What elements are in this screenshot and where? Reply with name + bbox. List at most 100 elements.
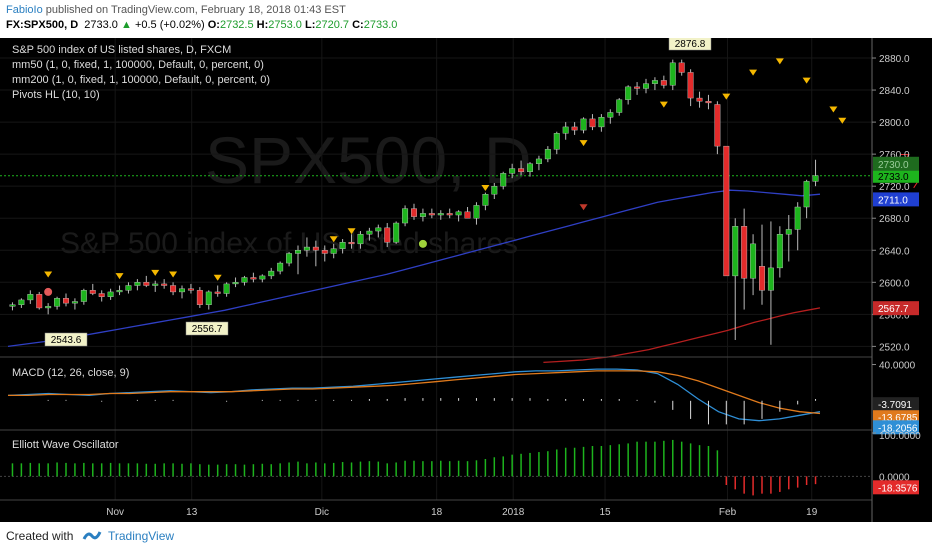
- low-label: L:: [305, 19, 316, 31]
- candle-body: [634, 86, 641, 89]
- signal-line: [8, 370, 821, 415]
- author-link[interactable]: FabioIo: [6, 4, 43, 16]
- candle-body: [616, 99, 623, 113]
- x-tick-label: 18: [431, 507, 443, 518]
- legend-pivots: Pivots HL (10, 10): [12, 89, 100, 101]
- chart-area[interactable]: SPX500, D S&P 500 index of US listed sha…: [0, 36, 932, 522]
- pivot-label-high: 2876.8: [675, 39, 706, 50]
- candle-body: [767, 267, 774, 291]
- ewo-y-tick-label: 100.0000: [879, 431, 921, 442]
- ohlc-line: FX:SPX500, D 2733.0 ▲ +0.5 (+0.02%) O:27…: [6, 19, 397, 31]
- candle-body: [527, 163, 533, 172]
- candle-body: [785, 229, 792, 235]
- ewo-tag-value-bg: [873, 480, 919, 495]
- macd-y-tick-label: 40.0000: [879, 361, 916, 372]
- macd-legend: MACD (12, 26, close, 9): [12, 367, 129, 379]
- candle-body: [196, 290, 203, 305]
- x-tick-label: 19: [806, 507, 818, 518]
- pivot-high-marker: [329, 236, 338, 243]
- candle-body: [143, 282, 150, 286]
- candle-body: [223, 283, 230, 294]
- candle-body: [723, 145, 730, 277]
- candle-body: [107, 291, 114, 297]
- price-tag-mm200-bg: [873, 301, 919, 316]
- candle-body: [330, 248, 337, 254]
- candle-body: [500, 173, 507, 187]
- candle-body: [187, 288, 194, 291]
- candle-body: [375, 227, 382, 232]
- candle-body: [134, 282, 141, 286]
- candle-body: [71, 301, 78, 304]
- candle-body: [428, 213, 435, 216]
- y-tick-label: 2560.0: [879, 310, 910, 321]
- close-value: 2733.0: [363, 19, 398, 31]
- candle-body: [437, 213, 444, 216]
- pivot-high-marker: [115, 273, 124, 280]
- candle-body: [80, 290, 87, 302]
- candle-body: [36, 294, 43, 309]
- ewo-tag-value: -18.3576: [878, 483, 918, 494]
- candle-body: [625, 86, 632, 100]
- candle-body: [411, 208, 417, 217]
- candle-body: [705, 101, 712, 104]
- candle-body: [473, 205, 480, 219]
- x-tick-label: Nov: [106, 507, 124, 518]
- candle-body: [509, 168, 516, 174]
- created-with-text: Created with: [6, 529, 74, 543]
- pivot-label-low: 2543.6: [51, 335, 82, 346]
- candle-body: [660, 80, 667, 86]
- price-tag-last-bg: [873, 168, 919, 183]
- candle-body: [205, 291, 212, 305]
- chart-canvas[interactable]: SPX500, D S&P 500 index of US listed sha…: [0, 36, 932, 522]
- mm200-line: [543, 307, 821, 364]
- y-tick-label: 2680.0: [879, 214, 910, 225]
- pivot-label-low-bg: [185, 321, 229, 336]
- macd-tag-signal: -13.6785: [878, 413, 918, 424]
- mm50-line: [7, 189, 821, 348]
- candle-body: [464, 211, 471, 219]
- chart-header: FabioIo published on TradingView.com, Fe…: [0, 0, 932, 38]
- candle-body: [384, 227, 391, 243]
- y-tick-label: 2880.0: [879, 54, 910, 65]
- candle-body: [759, 266, 765, 291]
- y-tick-label: 2640.0: [879, 246, 910, 257]
- ewo-y-tick-label: 0.0000: [879, 472, 910, 483]
- pivot-high-marker: [659, 101, 668, 108]
- ewo-legend: Elliott Wave Oscillator: [12, 439, 119, 451]
- y-tick-label: 2600.0: [879, 278, 910, 289]
- candle-body: [98, 293, 105, 297]
- open-label: O:: [207, 19, 220, 31]
- candle-body: [393, 222, 400, 243]
- price-pane[interactable]: 2876.8 2543.6 2556.7: [0, 36, 932, 364]
- tradingview-brand[interactable]: TradingView: [108, 529, 175, 543]
- macd-tag-macd-bg: [873, 420, 919, 435]
- pivot-high-marker: [838, 117, 847, 124]
- x-tick-label: 15: [599, 507, 611, 518]
- pivot-high-marker: [169, 271, 178, 278]
- candle-body: [116, 290, 123, 293]
- candle-body: [446, 213, 453, 216]
- pivot-high-marker: [749, 69, 758, 76]
- publish-info: published on TradingView.com, February 1…: [45, 4, 346, 16]
- candle-body: [170, 285, 177, 293]
- candle-body: [696, 97, 703, 102]
- candle-body: [750, 243, 757, 279]
- price-tag-mm200: 2567.7: [878, 304, 909, 315]
- macd-tag-macd: -18.2056: [878, 423, 918, 434]
- ewo-pane[interactable]: [0, 439, 872, 496]
- macd-pane[interactable]: [7, 368, 821, 425]
- candle-body: [607, 112, 614, 118]
- open-value: 2732.5: [219, 19, 254, 31]
- candle-body: [687, 72, 694, 99]
- price-tag-mm50-bg: [873, 192, 919, 207]
- macd-tag-hist-bg: [873, 397, 919, 412]
- axis-labels: 2880.0 2840.0 2800.0 2760.0 2720.0 2680.0 2640…: [106, 54, 921, 518]
- candle-body: [419, 213, 426, 217]
- candle-body: [27, 294, 34, 301]
- candle-body: [535, 158, 542, 164]
- candle-body: [741, 226, 748, 279]
- high-value: 2753.0: [268, 19, 302, 31]
- legend-title: S&P 500 index of US listed shares, D, FX…: [12, 44, 231, 56]
- y-tick-label: 2760.0: [879, 150, 910, 161]
- candle-body: [161, 283, 168, 286]
